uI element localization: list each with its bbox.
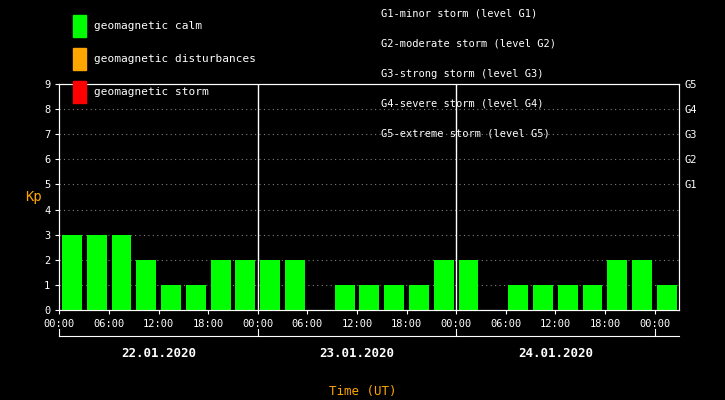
Text: geomagnetic calm: geomagnetic calm bbox=[94, 21, 202, 31]
Text: G4-severe storm (level G4): G4-severe storm (level G4) bbox=[381, 99, 543, 109]
Text: G2-moderate storm (level G2): G2-moderate storm (level G2) bbox=[381, 39, 555, 49]
Bar bbox=[186, 285, 206, 310]
Bar bbox=[508, 285, 528, 310]
Bar bbox=[87, 235, 107, 310]
Y-axis label: Kp: Kp bbox=[25, 190, 41, 204]
Bar bbox=[608, 260, 627, 310]
Text: 23.01.2020: 23.01.2020 bbox=[320, 347, 394, 360]
Bar bbox=[112, 235, 131, 310]
Text: G3-strong storm (level G3): G3-strong storm (level G3) bbox=[381, 69, 543, 79]
Bar bbox=[533, 285, 553, 310]
Text: geomagnetic storm: geomagnetic storm bbox=[94, 86, 209, 96]
Bar bbox=[260, 260, 280, 310]
Bar bbox=[434, 260, 454, 310]
Bar bbox=[335, 285, 355, 310]
Text: G5-extreme storm (level G5): G5-extreme storm (level G5) bbox=[381, 129, 550, 139]
Bar bbox=[459, 260, 478, 310]
Bar bbox=[384, 285, 404, 310]
Text: G1-minor storm (level G1): G1-minor storm (level G1) bbox=[381, 9, 537, 19]
Bar bbox=[236, 260, 255, 310]
Bar bbox=[360, 285, 379, 310]
Text: geomagnetic disturbances: geomagnetic disturbances bbox=[94, 54, 256, 64]
Text: Time (UT): Time (UT) bbox=[328, 385, 397, 398]
Bar bbox=[558, 285, 578, 310]
Bar bbox=[211, 260, 231, 310]
Bar bbox=[632, 260, 652, 310]
Bar bbox=[285, 260, 305, 310]
Text: 24.01.2020: 24.01.2020 bbox=[518, 347, 593, 360]
Bar bbox=[136, 260, 156, 310]
Bar bbox=[62, 235, 82, 310]
Bar bbox=[583, 285, 602, 310]
Text: 22.01.2020: 22.01.2020 bbox=[121, 347, 196, 360]
Bar bbox=[161, 285, 181, 310]
Bar bbox=[657, 285, 677, 310]
Bar bbox=[409, 285, 429, 310]
